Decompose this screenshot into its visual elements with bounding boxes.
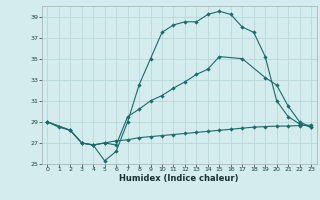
X-axis label: Humidex (Indice chaleur): Humidex (Indice chaleur) [119, 174, 239, 183]
